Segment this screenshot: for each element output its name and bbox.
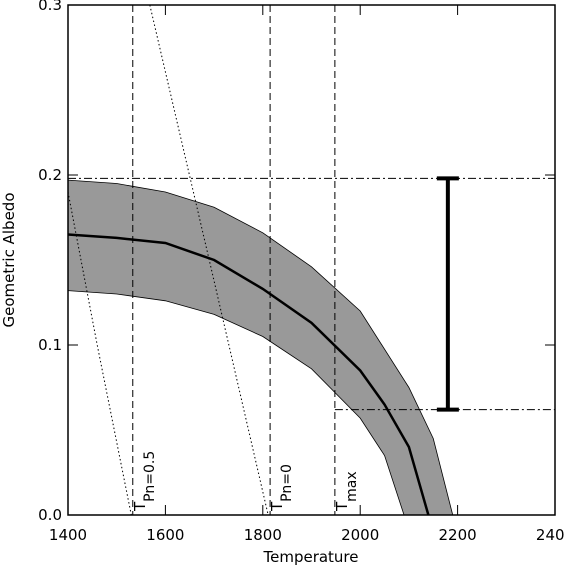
vline-label: TPn=0 <box>268 464 295 512</box>
vline-label: Tmax <box>333 471 360 512</box>
band-upper-edge <box>68 179 454 515</box>
curve <box>149 5 269 515</box>
vline-label-sub: max <box>344 471 360 502</box>
axes-frame <box>67 4 556 516</box>
y-tick-label: 0.1 <box>38 336 62 354</box>
x-tick-label: 1400 <box>49 526 87 544</box>
uncertainty-band <box>68 180 453 515</box>
vline-label-sub: Pn=0.5 <box>142 451 158 502</box>
x-tick-label: 1600 <box>146 526 184 544</box>
x-tick-label: 2200 <box>439 526 477 544</box>
vline-label-main: T <box>333 501 351 512</box>
x-tick-label: 2000 <box>341 526 379 544</box>
curve <box>68 233 430 515</box>
plot-area <box>68 5 555 515</box>
x-axis-label: Temperature <box>262 548 358 566</box>
vline-label-sub: Pn=0 <box>279 464 295 502</box>
y-tick-label: 0.0 <box>38 506 62 524</box>
vline-label: TPn=0.5 <box>131 451 158 512</box>
x-tick-label: 1800 <box>244 526 282 544</box>
vline-label-main: T <box>131 501 149 512</box>
y-tick-label: 0.2 <box>38 166 62 184</box>
vline-label-main: T <box>268 501 286 512</box>
y-axis-label: Geometric Albedo <box>0 193 18 328</box>
y-tick-label: 0.3 <box>38 0 62 14</box>
